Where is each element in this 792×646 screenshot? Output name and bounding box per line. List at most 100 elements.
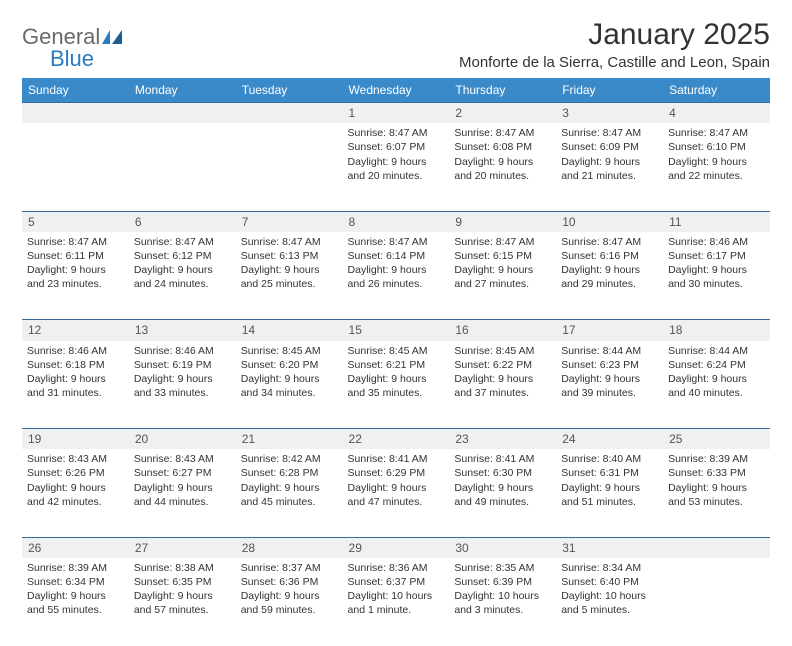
day-number: 31 <box>556 537 663 558</box>
sunrise-text: Sunrise: 8:43 AM <box>27 452 124 466</box>
day-cell: Sunrise: 8:41 AMSunset: 6:29 PMDaylight:… <box>343 449 450 537</box>
sunrise-text: Sunrise: 8:39 AM <box>668 452 765 466</box>
sunrise-text: Sunrise: 8:47 AM <box>668 126 765 140</box>
day1-text: Daylight: 9 hours <box>348 263 445 277</box>
day1-text: Daylight: 9 hours <box>561 481 658 495</box>
day-number: 24 <box>556 429 663 450</box>
day2-text: and 5 minutes. <box>561 603 658 617</box>
day2-text: and 24 minutes. <box>134 277 231 291</box>
sunset-text: Sunset: 6:33 PM <box>668 466 765 480</box>
day-cell: Sunrise: 8:47 AMSunset: 6:10 PMDaylight:… <box>663 123 770 211</box>
sunset-text: Sunset: 6:24 PM <box>668 358 765 372</box>
sunrise-text: Sunrise: 8:39 AM <box>27 561 124 575</box>
day1-text: Daylight: 9 hours <box>668 481 765 495</box>
sunrise-text: Sunrise: 8:44 AM <box>561 344 658 358</box>
sunrise-text: Sunrise: 8:47 AM <box>454 235 551 249</box>
sunset-text: Sunset: 6:10 PM <box>668 140 765 154</box>
header: General Blue January 2025 Monforte de la… <box>22 18 770 72</box>
sunset-text: Sunset: 6:22 PM <box>454 358 551 372</box>
sunset-text: Sunset: 6:37 PM <box>348 575 445 589</box>
day1-text: Daylight: 9 hours <box>134 589 231 603</box>
day-number: 25 <box>663 429 770 450</box>
sunrise-text: Sunrise: 8:47 AM <box>348 235 445 249</box>
day-number: 12 <box>22 320 129 341</box>
title-block: January 2025 Monforte de la Sierra, Cast… <box>459 18 770 71</box>
day-cell: Sunrise: 8:40 AMSunset: 6:31 PMDaylight:… <box>556 449 663 537</box>
day-number: 17 <box>556 320 663 341</box>
day2-text: and 51 minutes. <box>561 495 658 509</box>
calendar-table: SundayMondayTuesdayWednesdayThursdayFrid… <box>22 78 770 646</box>
day1-text: Daylight: 9 hours <box>27 481 124 495</box>
day-cell: Sunrise: 8:36 AMSunset: 6:37 PMDaylight:… <box>343 558 450 646</box>
day-cell: Sunrise: 8:45 AMSunset: 6:21 PMDaylight:… <box>343 341 450 429</box>
day-cell: Sunrise: 8:47 AMSunset: 6:12 PMDaylight:… <box>129 232 236 320</box>
day-cell: Sunrise: 8:46 AMSunset: 6:17 PMDaylight:… <box>663 232 770 320</box>
day2-text: and 20 minutes. <box>348 169 445 183</box>
sunrise-text: Sunrise: 8:44 AM <box>668 344 765 358</box>
month-title: January 2025 <box>459 18 770 52</box>
day-number: 29 <box>343 537 450 558</box>
sunset-text: Sunset: 6:08 PM <box>454 140 551 154</box>
day1-text: Daylight: 9 hours <box>454 372 551 386</box>
day-number <box>236 103 343 124</box>
day-number: 28 <box>236 537 343 558</box>
day2-text: and 37 minutes. <box>454 386 551 400</box>
day-cell: Sunrise: 8:46 AMSunset: 6:19 PMDaylight:… <box>129 341 236 429</box>
sunset-text: Sunset: 6:11 PM <box>27 249 124 263</box>
day2-text: and 33 minutes. <box>134 386 231 400</box>
day-cell: Sunrise: 8:47 AMSunset: 6:09 PMDaylight:… <box>556 123 663 211</box>
day-cell: Sunrise: 8:34 AMSunset: 6:40 PMDaylight:… <box>556 558 663 646</box>
day-header: Tuesday <box>236 78 343 103</box>
day2-text: and 53 minutes. <box>668 495 765 509</box>
day2-text: and 55 minutes. <box>27 603 124 617</box>
sunrise-text: Sunrise: 8:41 AM <box>454 452 551 466</box>
sunset-text: Sunset: 6:34 PM <box>27 575 124 589</box>
sunset-text: Sunset: 6:14 PM <box>348 249 445 263</box>
logo: General Blue <box>22 24 126 72</box>
sunrise-text: Sunrise: 8:45 AM <box>241 344 338 358</box>
sunset-text: Sunset: 6:15 PM <box>454 249 551 263</box>
logo-text-blue: Blue <box>50 46 126 72</box>
day-cell: Sunrise: 8:35 AMSunset: 6:39 PMDaylight:… <box>449 558 556 646</box>
sunset-text: Sunset: 6:09 PM <box>561 140 658 154</box>
sunrise-text: Sunrise: 8:47 AM <box>561 235 658 249</box>
day-cell: Sunrise: 8:47 AMSunset: 6:16 PMDaylight:… <box>556 232 663 320</box>
day1-text: Daylight: 9 hours <box>348 372 445 386</box>
day1-text: Daylight: 9 hours <box>348 155 445 169</box>
day1-text: Daylight: 9 hours <box>134 481 231 495</box>
sunset-text: Sunset: 6:23 PM <box>561 358 658 372</box>
day-header: Friday <box>556 78 663 103</box>
day1-text: Daylight: 9 hours <box>134 372 231 386</box>
day-number-row: 19202122232425 <box>22 429 770 450</box>
day2-text: and 26 minutes. <box>348 277 445 291</box>
day-number: 6 <box>129 211 236 232</box>
day-cell: Sunrise: 8:44 AMSunset: 6:23 PMDaylight:… <box>556 341 663 429</box>
day-number: 11 <box>663 211 770 232</box>
sunrise-text: Sunrise: 8:34 AM <box>561 561 658 575</box>
sunset-text: Sunset: 6:36 PM <box>241 575 338 589</box>
week-row: Sunrise: 8:47 AMSunset: 6:07 PMDaylight:… <box>22 123 770 211</box>
sunset-text: Sunset: 6:21 PM <box>348 358 445 372</box>
day-number: 9 <box>449 211 556 232</box>
day-cell: Sunrise: 8:47 AMSunset: 6:11 PMDaylight:… <box>22 232 129 320</box>
sunrise-text: Sunrise: 8:47 AM <box>134 235 231 249</box>
sunrise-text: Sunrise: 8:35 AM <box>454 561 551 575</box>
day-cell: Sunrise: 8:42 AMSunset: 6:28 PMDaylight:… <box>236 449 343 537</box>
week-row: Sunrise: 8:47 AM Sunset: 6:11 PM Daylight:… <box>22 232 770 320</box>
day-header: Saturday <box>663 78 770 103</box>
day-number: 30 <box>449 537 556 558</box>
day2-text: and 27 minutes. <box>454 277 551 291</box>
day-cell: Sunrise: 8:45 AMSunset: 6:22 PMDaylight:… <box>449 341 556 429</box>
day-cell: Sunrise: 8:39 AMSunset: 6:33 PMDaylight:… <box>663 449 770 537</box>
day-cell: Sunrise: 8:46 AMSunset: 6:18 PMDaylight:… <box>22 341 129 429</box>
day-header: Monday <box>129 78 236 103</box>
day2-text: and 3 minutes. <box>454 603 551 617</box>
day2-text: and 29 minutes. <box>561 277 658 291</box>
day1-text: Daylight: 9 hours <box>668 263 765 277</box>
sunset-text: Sunset: 6:26 PM <box>27 466 124 480</box>
day1-text: Daylight: 9 hours <box>454 155 551 169</box>
day-number: 22 <box>343 429 450 450</box>
day-number: 21 <box>236 429 343 450</box>
day1-text: Daylight: 9 hours <box>134 263 231 277</box>
day-header: Sunday <box>22 78 129 103</box>
